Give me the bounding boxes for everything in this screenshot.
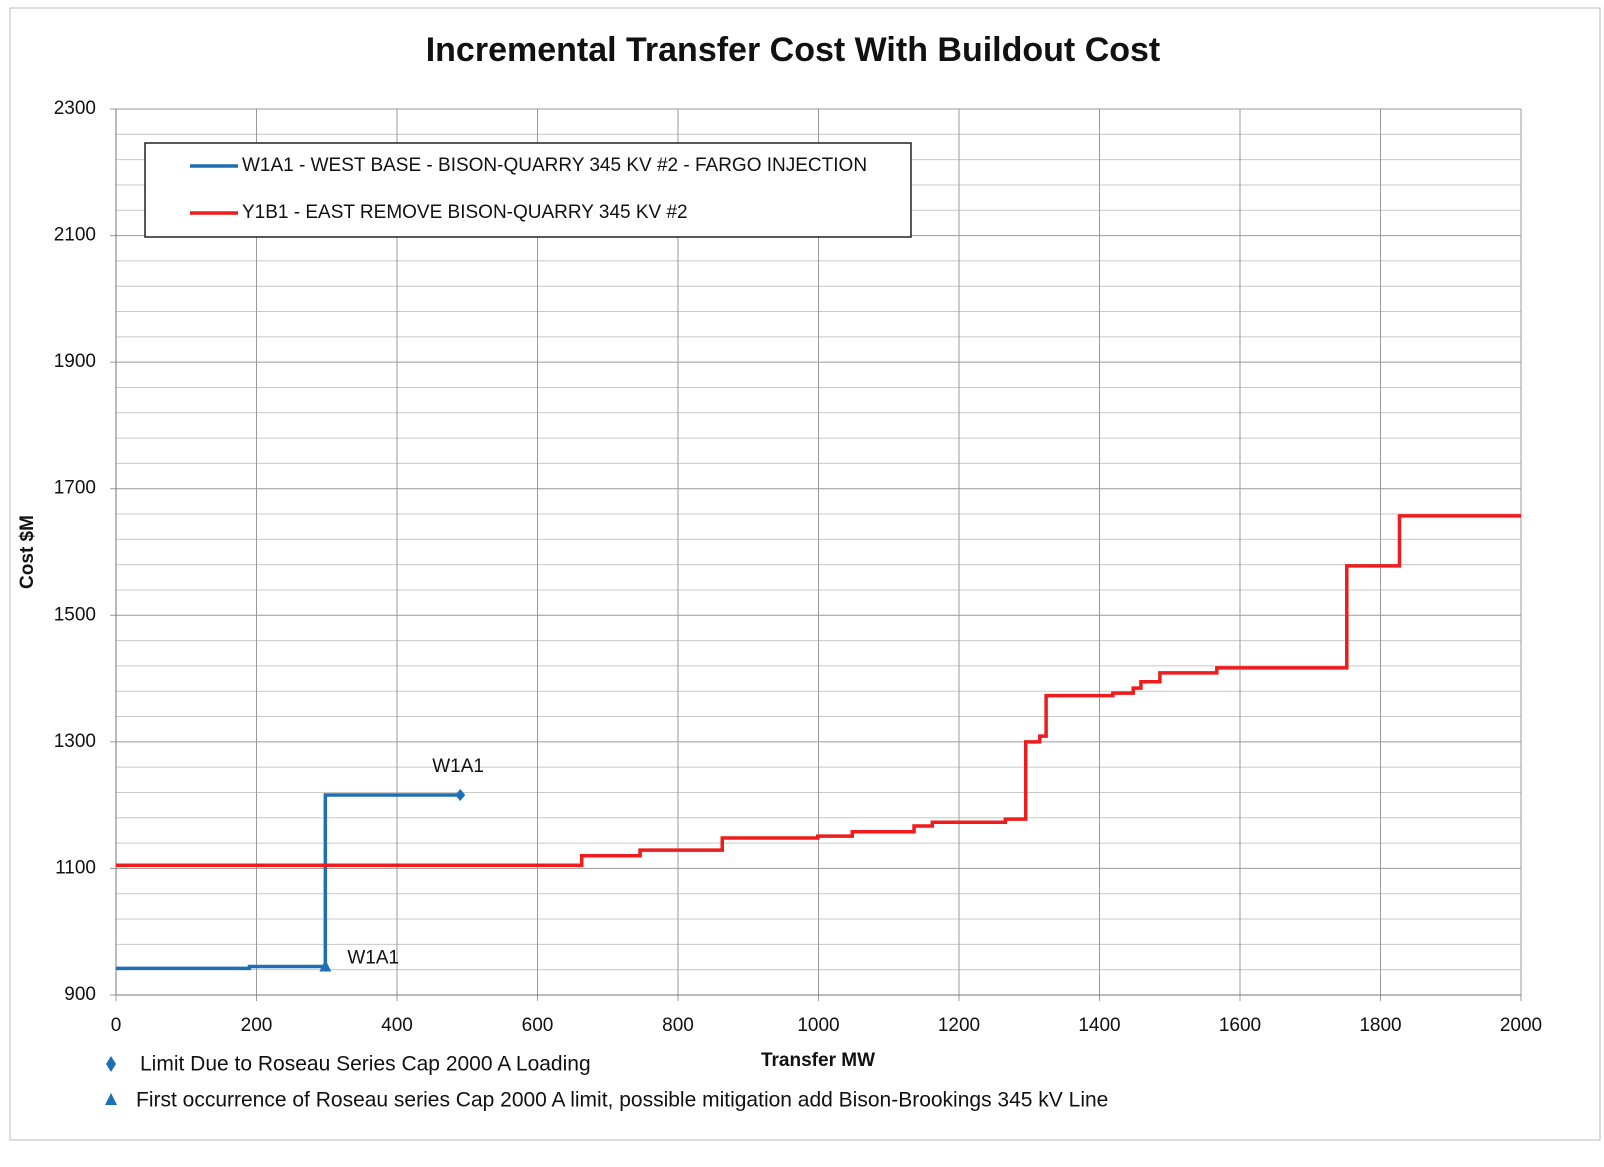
x-axis-label: Transfer MW (761, 1050, 875, 1071)
x-tick-label: 2000 (1500, 1015, 1542, 1036)
x-tick-label: 400 (381, 1015, 413, 1036)
y-tick-label: 2100 (54, 225, 96, 246)
y-tick-label: 900 (64, 984, 96, 1005)
annotation: W1A1 (347, 948, 399, 969)
x-tick-label: 0 (111, 1015, 122, 1036)
legend-label: W1A1 - WEST BASE - BISON-QUARRY 345 KV #… (242, 155, 867, 176)
legend-label: Y1B1 - EAST REMOVE BISON-QUARRY 345 KV #… (242, 202, 688, 223)
y-tick-label: 1300 (54, 731, 96, 752)
legend-box (144, 142, 912, 238)
note-triangle (105, 1093, 117, 1105)
series-line (116, 514, 1521, 868)
y-tick-label: 1700 (54, 478, 96, 499)
y-tick-label: 1500 (54, 604, 96, 625)
note-diamond (106, 1056, 116, 1072)
marker-note: Limit Due to Roseau Series Cap 2000 A Lo… (140, 1053, 591, 1076)
x-tick-label: 600 (522, 1015, 554, 1036)
first-occurrence-marker (319, 959, 332, 972)
chart-title: Incremental Transfer Cost With Buildout … (426, 31, 1161, 69)
y-tick-label: 1900 (54, 351, 96, 372)
y-tick-label: 1100 (55, 857, 96, 878)
x-tick-label: 1400 (1078, 1015, 1120, 1036)
frame (9, 7, 1601, 1141)
y-axis-label: Cost $M (17, 515, 38, 589)
x-tick-label: 800 (662, 1015, 694, 1036)
x-tick-label: 1800 (1359, 1015, 1401, 1036)
marker-note: First occurrence of Roseau series Cap 20… (136, 1089, 1108, 1112)
limit-marker (455, 789, 466, 802)
y-tick-label: 2300 (54, 98, 96, 119)
x-tick-label: 1200 (938, 1015, 980, 1036)
x-tick-label: 1000 (797, 1015, 839, 1036)
x-tick-label: 1600 (1219, 1015, 1261, 1036)
series-line (116, 793, 461, 971)
x-tick-label: 200 (241, 1015, 273, 1036)
annotation: W1A1 (432, 756, 484, 777)
